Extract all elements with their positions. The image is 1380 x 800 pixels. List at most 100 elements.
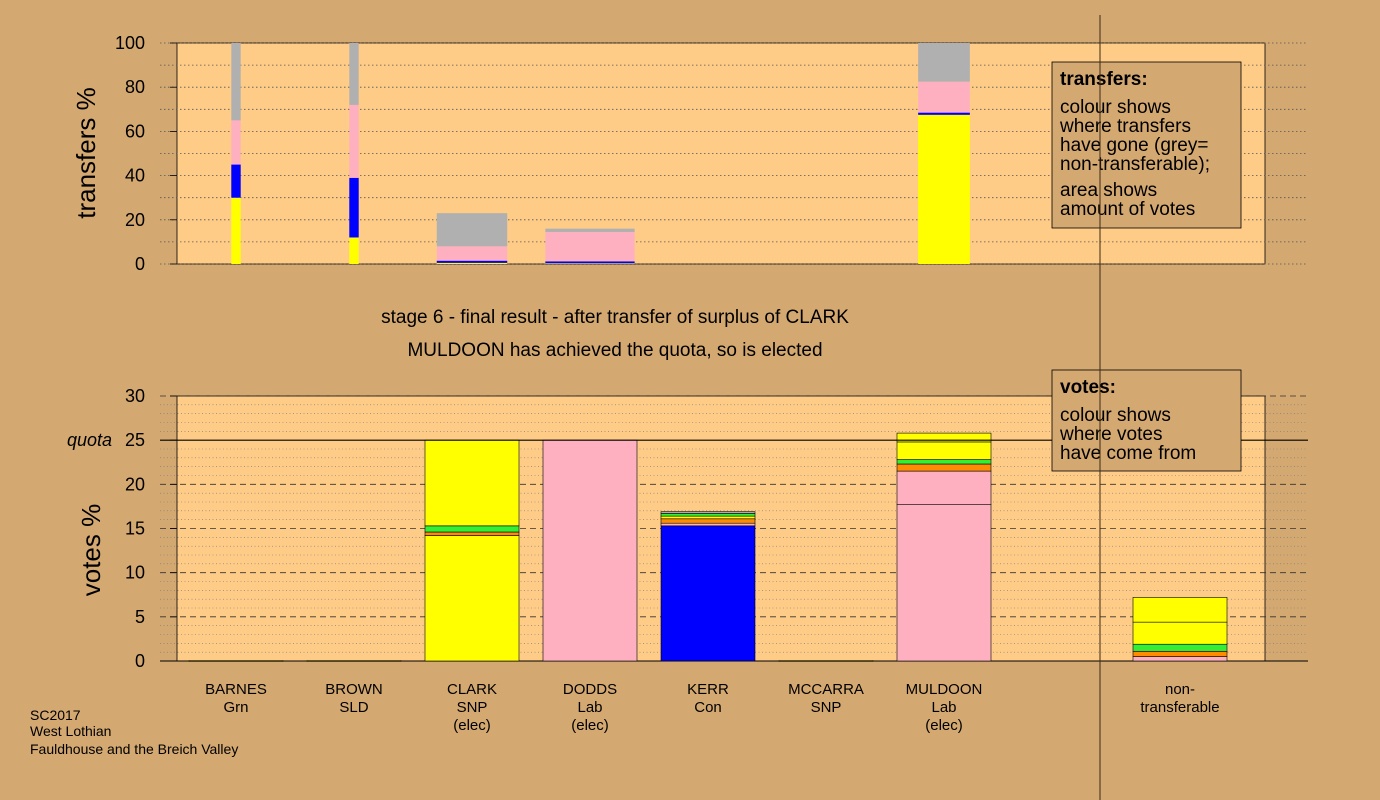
candidate-label: BARNES <box>205 681 267 698</box>
transfers-tick-label: 40 <box>125 166 145 186</box>
transfers-bar-segment <box>545 261 635 264</box>
candidate-label: MCCARRA <box>788 681 864 698</box>
votes-bar-segment <box>1132 650 1228 657</box>
quota-label: quota <box>67 430 112 450</box>
votes-bar-segment <box>660 513 756 517</box>
stage-subheading: MULDOON has achieved the quota, so is el… <box>407 340 822 361</box>
votes-tick-label: 25 <box>125 430 145 450</box>
transfers-bar-segment <box>231 197 241 264</box>
transfers-tick-label: 60 <box>125 121 145 141</box>
candidate-label: Grn <box>223 699 248 716</box>
transfers-legend-line: colour shows <box>1060 97 1171 118</box>
candidate-label: Lab <box>931 699 956 716</box>
transfers-bar-segment <box>918 112 970 115</box>
candidate-label: non- <box>1165 681 1195 698</box>
candidate-label: (elec) <box>571 717 609 734</box>
votes-legend-title: votes: <box>1060 377 1116 398</box>
candidate-label: SLD <box>339 699 368 716</box>
transfers-bar-segment <box>231 120 241 165</box>
transfers-legend-line: amount of votes <box>1060 199 1195 220</box>
votes-bar-segment <box>896 441 992 460</box>
candidate-label: DODDS <box>563 681 617 698</box>
votes-tick-label: 0 <box>135 651 145 671</box>
votes-bar-segment <box>896 463 992 472</box>
candidate-label: SNP <box>811 699 842 716</box>
transfers-y-axis-label: transfers % <box>71 87 101 219</box>
transfers-legend-line: area shows <box>1060 180 1157 201</box>
votes-legend: votes: colour shows where votes have com… <box>1051 369 1242 472</box>
candidate-label: KERR <box>687 681 729 698</box>
votes-tick-label: 20 <box>125 474 145 494</box>
transfers-bar-segment <box>231 164 241 198</box>
votes-bar-segment <box>1132 621 1228 645</box>
transfers-chart: 0 20 40 60 80 100 transfers % transfers: colo… <box>71 33 1308 274</box>
transfers-bar-segment <box>918 43 970 82</box>
votes-bar-segment <box>660 518 756 524</box>
votes-tick-label: 30 <box>125 386 145 406</box>
transfers-bar-segment <box>545 263 635 264</box>
votes-legend-line: where votes <box>1059 424 1162 445</box>
transfers-tick-label: 20 <box>125 210 145 230</box>
votes-category-labels: BARNESGrnBROWNSLDCLARKSNP(elec)DODDSLab(… <box>205 681 1219 734</box>
votes-bar-segment <box>896 504 992 662</box>
transfers-legend-box <box>1051 61 1242 229</box>
transfers-bar-segment <box>436 246 508 261</box>
candidate-label: BROWN <box>325 681 383 698</box>
footer-ward: Fauldhouse and the Breich Valley <box>30 741 238 757</box>
transfers-bars <box>231 43 970 264</box>
transfers-legend-line: have gone (grey= <box>1060 135 1208 156</box>
transfers-bar-segment <box>918 81 970 113</box>
transfers-bar-segment <box>349 237 359 264</box>
votes-bar-segment <box>896 470 992 505</box>
votes-bar-segment <box>660 525 756 662</box>
votes-bar-segment <box>660 511 756 514</box>
transfers-bar-segment <box>349 177 359 238</box>
votes-bar-segment <box>188 660 284 662</box>
candidate-label: Con <box>694 699 722 716</box>
transfers-bar-segment <box>918 114 970 264</box>
transfers-tick-label: 100 <box>115 33 145 53</box>
votes-tick-label: 10 <box>125 563 145 583</box>
transfers-bar-segment <box>436 260 508 263</box>
transfers-legend: transfers: colour shows where transfers … <box>1051 61 1242 229</box>
votes-bar-segment <box>424 439 520 527</box>
candidate-label: SNP <box>457 699 488 716</box>
votes-bar-segment <box>896 432 992 443</box>
votes-bar-segment <box>1132 597 1228 623</box>
transfers-bar-segment <box>349 104 359 178</box>
transfers-tick-label: 0 <box>135 254 145 274</box>
votes-y-ticks: 0 5 10 15 20 25 30 quota <box>67 386 177 671</box>
candidate-label: (elec) <box>453 717 491 734</box>
footer-council: West Lothian <box>30 723 111 739</box>
transfers-y-ticks: 0 20 40 60 80 100 <box>115 33 177 274</box>
transfers-bar-segment <box>349 43 359 105</box>
votes-bar-segment <box>424 535 520 662</box>
transfers-legend-line: where transfers <box>1059 116 1191 137</box>
votes-bar-segment <box>660 515 756 520</box>
footer-election: SC2017 <box>30 707 81 723</box>
votes-bar-segment <box>424 525 520 533</box>
transfers-tick-label: 80 <box>125 77 145 97</box>
candidate-label: Lab <box>577 699 602 716</box>
votes-tick-label: 5 <box>135 607 145 627</box>
votes-bar-segment <box>1132 643 1228 652</box>
transfers-legend-line: non-transferable); <box>1060 154 1210 175</box>
votes-legend-line: colour shows <box>1060 405 1171 426</box>
votes-bar-segment <box>1132 656 1228 662</box>
transfers-bar-segment <box>436 213 508 247</box>
transfers-bar-segment <box>231 43 241 121</box>
votes-tick-label: 15 <box>125 519 145 539</box>
candidate-label: CLARK <box>447 681 497 698</box>
transfers-bar-segment <box>545 228 635 232</box>
transfers-bar-segment <box>545 231 635 262</box>
transfers-bar-segment <box>436 262 508 264</box>
candidate-label: MULDOON <box>906 681 983 698</box>
votes-legend-line: have come from <box>1060 443 1196 464</box>
votes-bar-segment <box>424 531 520 536</box>
votes-y-axis-label: votes % <box>76 504 106 597</box>
votes-bar-segment <box>660 522 756 527</box>
votes-bar-segment <box>306 660 402 662</box>
transfers-legend-title: transfers: <box>1060 69 1148 90</box>
